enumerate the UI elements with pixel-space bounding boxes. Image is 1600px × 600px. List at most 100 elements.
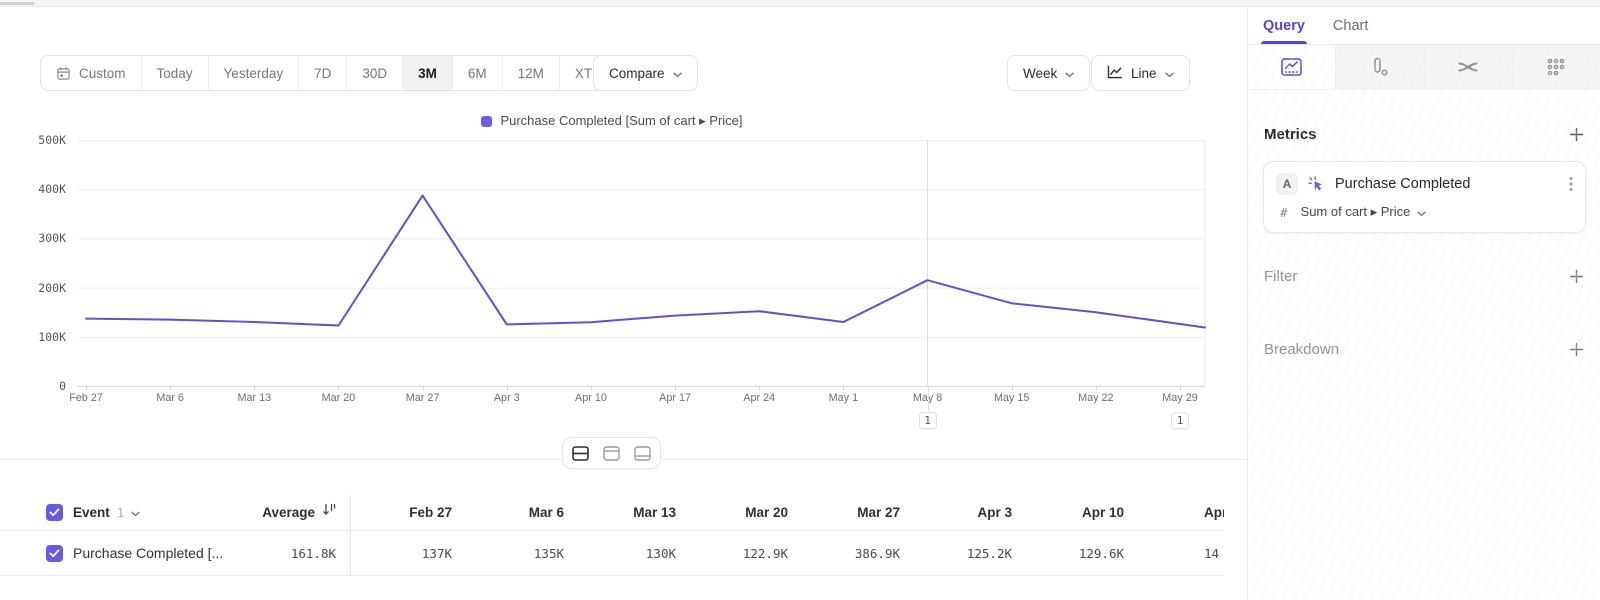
- range-6m[interactable]: 6M: [453, 56, 503, 90]
- line-chart-plot[interactable]: [78, 140, 1207, 393]
- x-tick-label: Apr 17: [659, 392, 691, 404]
- average-column-header[interactable]: Average: [236, 503, 336, 521]
- y-tick-label: 400K: [38, 182, 66, 197]
- x-tick-label: Mar 27: [405, 392, 440, 404]
- chart-only-icon: [603, 445, 620, 461]
- event-count: 1: [116, 504, 125, 520]
- x-tick-label: Mar 13: [237, 392, 272, 404]
- x-tick-label: Apr 3: [493, 392, 520, 404]
- x-axis-tick: [1180, 387, 1181, 391]
- date-column-header: Mar 20: [745, 504, 788, 520]
- range-12m[interactable]: 12M: [503, 56, 560, 90]
- x-axis-tick: [843, 387, 845, 391]
- chevron-down-icon: [1164, 66, 1174, 81]
- row-date-value: 130K: [645, 545, 676, 561]
- date-column-header-partial: Apr: [1204, 504, 1224, 520]
- metric-card[interactable]: A Purchase Completed # Sum of cart ▸ Pri…: [1263, 161, 1586, 233]
- table-only-button[interactable]: [628, 440, 657, 466]
- chevron-down-icon: [131, 505, 141, 520]
- x-axis-tick: [338, 387, 340, 391]
- chart-type-line-button[interactable]: [1248, 45, 1336, 89]
- granularity-button[interactable]: Week: [1007, 55, 1091, 91]
- metric-letter-badge: A: [1276, 173, 1298, 195]
- annotation-badge[interactable]: 1: [918, 412, 937, 429]
- line-chart-icon: [1281, 58, 1302, 76]
- x-axis-tick: [759, 387, 761, 391]
- date-column-header: Mar 27: [857, 504, 900, 520]
- chart-type-button[interactable]: Line: [1091, 55, 1190, 91]
- kebab-icon: [1569, 177, 1573, 191]
- chevron-down-icon: [1065, 66, 1074, 81]
- x-axis-tick: [675, 387, 677, 391]
- flow-chart-icon: [1458, 62, 1478, 72]
- add-breakdown-button[interactable]: [1569, 342, 1584, 357]
- date-column-header: Feb 27: [409, 504, 452, 520]
- sidebar-tabbar: Query Chart: [1248, 7, 1600, 45]
- scatter-chart-icon: [1548, 58, 1565, 76]
- chart-only-button[interactable]: [597, 440, 626, 466]
- annotation-badge[interactable]: 1: [1171, 412, 1189, 429]
- x-tick-label: Apr 10: [575, 392, 607, 404]
- range-custom[interactable]: Custom: [41, 56, 142, 90]
- date-column-header: Apr 3: [977, 504, 1012, 520]
- table-column-divider: [350, 494, 351, 576]
- split-view-icon: [572, 445, 589, 461]
- metric-kebab-menu[interactable]: [1569, 176, 1573, 192]
- x-axis-tick: [590, 387, 592, 391]
- y-tick-label: 200K: [38, 280, 66, 295]
- breakdown-label: Breakdown: [1264, 340, 1340, 358]
- chart-legend[interactable]: Purchase Completed [Sum of cart ▸ Price]: [0, 113, 1224, 129]
- row-event-name[interactable]: Purchase Completed [...: [73, 545, 224, 561]
- split-view-button[interactable]: [566, 440, 595, 466]
- tab-query[interactable]: Query: [1261, 7, 1307, 44]
- number-symbol: #: [1280, 204, 1288, 220]
- x-tick-label: May 15: [993, 392, 1030, 404]
- tab-chart[interactable]: Chart: [1332, 17, 1369, 34]
- metric-name[interactable]: Purchase Completed: [1335, 176, 1471, 192]
- chart-type-label: Line: [1131, 65, 1157, 81]
- x-tick-label: May 1: [828, 392, 859, 404]
- range-3m[interactable]: 3M: [403, 56, 453, 90]
- date-column-header: Apr 10: [1081, 504, 1124, 520]
- add-filter-button[interactable]: [1569, 269, 1584, 284]
- row-value-partial: 14: [1204, 545, 1220, 561]
- granularity-label: Week: [1023, 65, 1058, 81]
- event-click-icon: [1308, 175, 1323, 190]
- row-date-value: 386.9K: [854, 545, 900, 561]
- x-axis-tick: [422, 387, 424, 391]
- x-tick-label: May 22: [1078, 392, 1114, 404]
- chart-type-icon-row: [1248, 45, 1600, 90]
- select-all-checkbox[interactable]: [46, 503, 63, 521]
- metrics-section-header: Metrics: [1248, 126, 1600, 143]
- row-date-value: 137K: [421, 545, 452, 561]
- metric-aggregation-dropdown[interactable]: # Sum of cart ▸ Price: [1276, 204, 1573, 220]
- y-tick-label: 0: [59, 379, 66, 393]
- chart-type-scatter-button[interactable]: [1511, 45, 1600, 89]
- x-axis-tick: [1011, 387, 1013, 391]
- chart-type-flow-button[interactable]: [1423, 45, 1512, 89]
- compare-button[interactable]: Compare: [593, 55, 698, 91]
- breakdown-section: Breakdown: [1248, 338, 1600, 360]
- range-yesterday[interactable]: Yesterday: [209, 56, 300, 90]
- add-metric-button[interactable]: [1569, 127, 1584, 142]
- chart-type-bar-button[interactable]: [1335, 45, 1424, 89]
- line-chart-icon: [1107, 65, 1123, 82]
- x-axis-tick: [170, 387, 172, 391]
- event-column-header[interactable]: Event 1: [73, 504, 141, 520]
- aggregation-label: Sum of cart ▸ Price: [1300, 204, 1411, 219]
- range-7d[interactable]: 7D: [299, 56, 348, 90]
- legend-swatch: [481, 115, 493, 127]
- range-today[interactable]: Today: [142, 56, 209, 90]
- x-axis-tick: [254, 387, 256, 391]
- sort-descending-icon[interactable]: [322, 503, 336, 521]
- table-row: Purchase Completed [... 161.8K 137K 135K 1…: [0, 531, 1224, 576]
- x-tick-label: Mar 20: [321, 392, 356, 404]
- range-30d[interactable]: 30D: [347, 56, 404, 90]
- table-only-icon: [634, 445, 651, 461]
- x-axis-tick: [506, 387, 508, 391]
- query-sidebar: Query Chart Metrics A Purchase Completed: [1247, 7, 1600, 600]
- row-checkbox[interactable]: [46, 544, 63, 562]
- y-tick-label: 100K: [38, 329, 66, 344]
- date-column-header: Mar 13: [633, 504, 676, 520]
- window-top-strip: [0, 0, 1600, 7]
